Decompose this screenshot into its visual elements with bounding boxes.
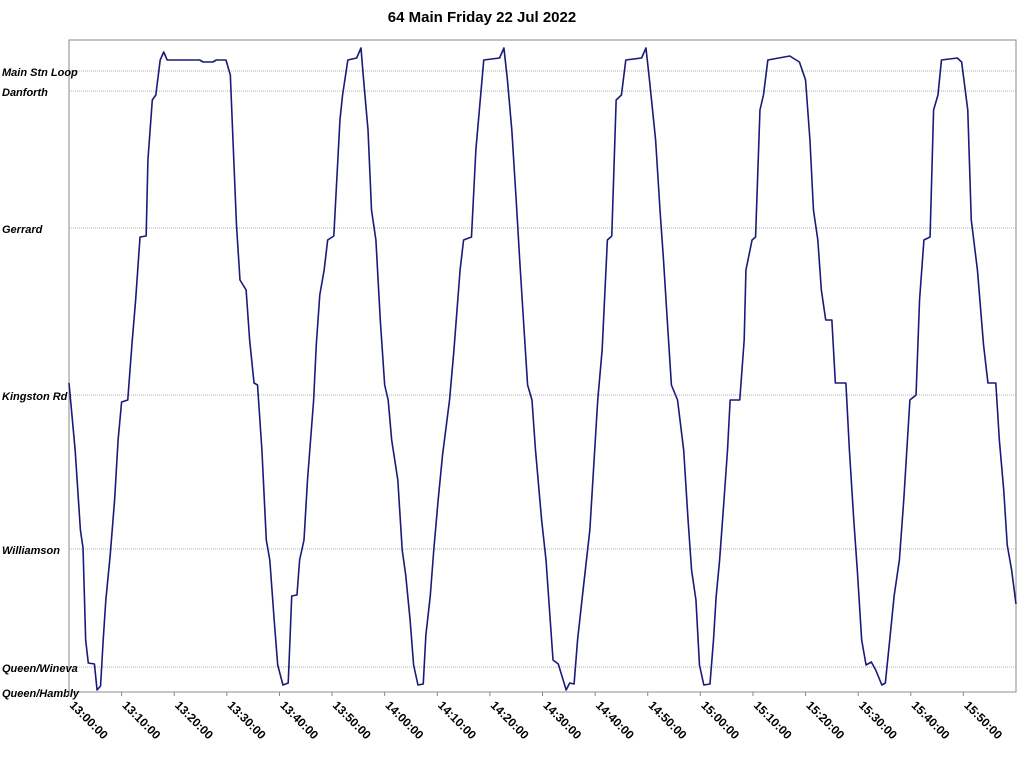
y-tick-label: Danforth bbox=[2, 87, 48, 99]
y-tick-label: Kingston Rd bbox=[2, 391, 68, 403]
y-tick-label: Main Stn Loop bbox=[2, 67, 78, 79]
y-tick-label: Queen/Wineva bbox=[2, 663, 78, 675]
y-tick-label: Williamson bbox=[2, 545, 60, 557]
y-tick-label: Gerrard bbox=[2, 224, 43, 236]
line-series bbox=[68, 47, 1017, 691]
y-tick-label: Queen/Hambly bbox=[2, 688, 80, 700]
chart-title: 64 Main Friday 22 Jul 2022 bbox=[388, 9, 576, 26]
